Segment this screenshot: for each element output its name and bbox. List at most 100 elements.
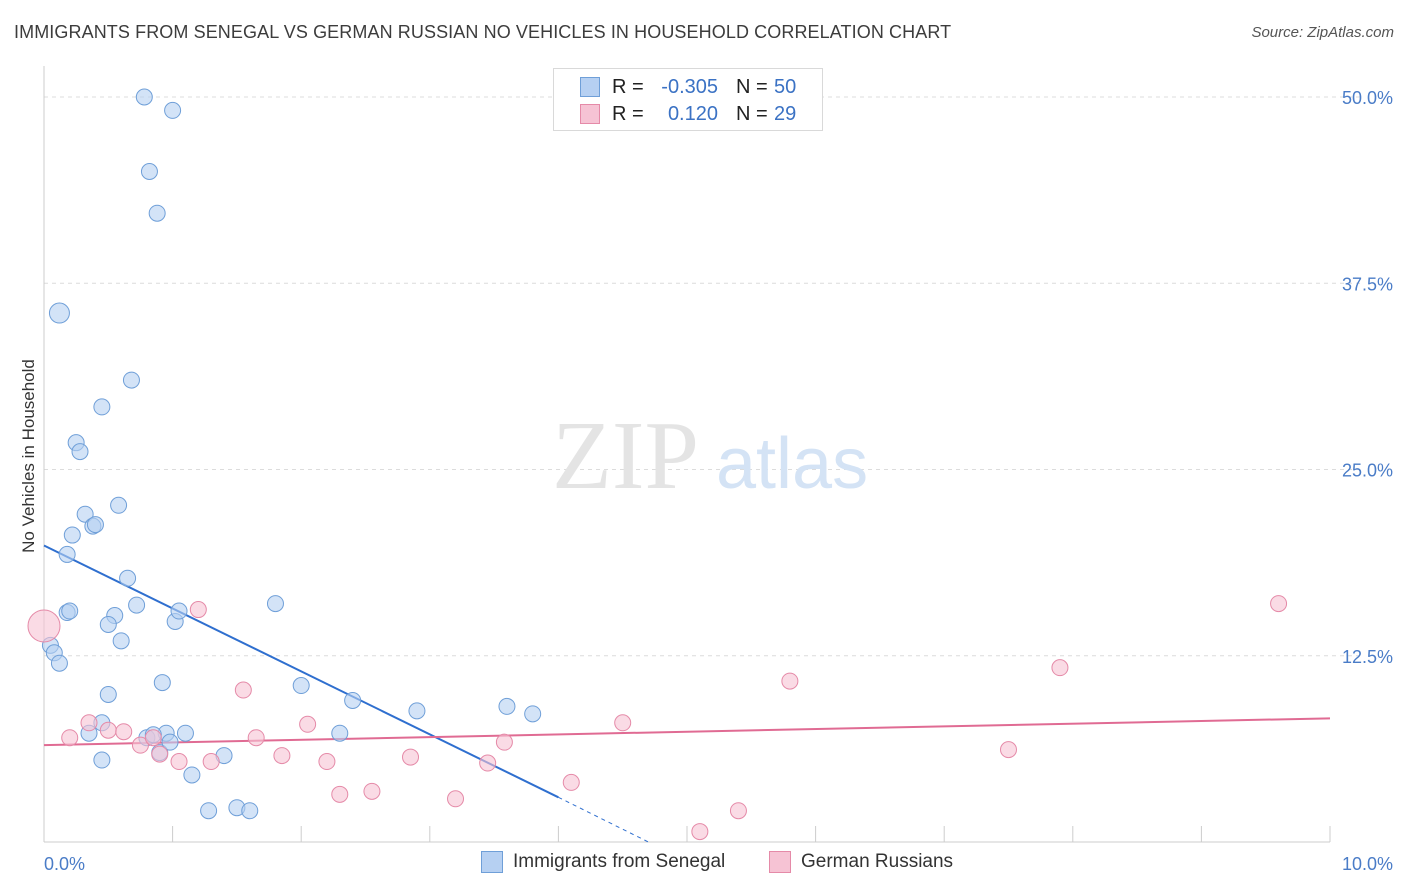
senegal-point <box>331 724 349 742</box>
senegal-point <box>266 595 284 613</box>
senegal-point <box>76 505 94 523</box>
legend-r-value: -0.305 <box>661 75 718 98</box>
german-russian-point <box>131 736 149 754</box>
german-russian-point <box>331 785 349 803</box>
senegal-point <box>408 702 426 720</box>
german-russian-point <box>1051 659 1069 677</box>
series-swatch-pink <box>769 851 791 873</box>
german-russian-point <box>562 773 580 791</box>
senegal-point <box>140 163 158 180</box>
y-tick-label: 37.5% <box>1342 274 1393 294</box>
senegal-point <box>119 569 137 587</box>
german-russian-point <box>495 733 513 751</box>
senegal-trend-extension <box>558 796 649 843</box>
source-note: Source: ZipAtlas.com <box>1251 24 1394 41</box>
legend-row-german-russians: R = 0.120 N = 29 <box>580 102 796 126</box>
senegal-point <box>176 724 194 742</box>
german-russian-point <box>80 714 98 732</box>
senegal-point <box>99 685 117 703</box>
y-axis-label: No Vehicles in Household <box>19 359 38 553</box>
senegal-point <box>63 526 81 544</box>
german-russian-point <box>170 753 188 771</box>
legend-swatch-blue <box>580 77 600 97</box>
senegal-point <box>200 802 218 820</box>
senegal-point <box>292 677 310 695</box>
senegal-point <box>58 545 76 563</box>
series-swatch-blue <box>481 851 503 873</box>
stats-legend: R = -0.305 N = 50 R = 0.120 N = 29 <box>553 68 823 131</box>
legend-n-value: 50 <box>774 75 797 98</box>
y-tick-labels: 12.5% 25.0% 37.5% 50.0% <box>1342 88 1393 667</box>
senegal-point <box>99 615 117 633</box>
german-russian-point <box>99 721 117 739</box>
x-tick-label-min: 0.0% <box>44 854 85 874</box>
senegal-trend-line <box>43 544 559 799</box>
senegal-point <box>61 602 79 620</box>
german-russian-point <box>614 714 632 732</box>
senegal-point <box>344 691 362 709</box>
y-tick-label: 12.5% <box>1342 647 1393 667</box>
gridlines <box>44 96 1360 657</box>
watermark-zip: ZIP <box>552 402 699 510</box>
senegal-point <box>122 371 140 389</box>
senegal-point <box>161 733 179 751</box>
german-russian-point <box>1270 595 1288 613</box>
scatter-points <box>27 88 1288 841</box>
senegal-point <box>498 697 516 715</box>
senegal-point <box>135 88 153 106</box>
series-legend-senegal: Immigrants from Senegal <box>481 851 725 873</box>
german-russian-point <box>691 823 709 841</box>
german-russian-point <box>202 753 220 771</box>
german-russian-point <box>247 729 265 747</box>
legend-r-label: R = <box>612 75 644 98</box>
y-tick-label: 50.0% <box>1342 88 1393 108</box>
german-russian-point <box>447 790 465 808</box>
german-russian-point <box>115 723 133 741</box>
senegal-point <box>170 602 188 620</box>
x-tick-label-max: 10.0% <box>1342 854 1393 874</box>
german-russian-point <box>729 802 747 820</box>
legend-n-value: 29 <box>774 102 797 125</box>
senegal-point <box>148 204 166 222</box>
german-russian-trend-line <box>43 717 1331 747</box>
senegal-point <box>50 654 68 672</box>
y-tick-label: 25.0% <box>1342 461 1393 481</box>
senegal-point <box>48 302 70 324</box>
senegal-point <box>241 802 259 820</box>
legend-n-label: N = <box>736 102 768 125</box>
series-legend-german-russians: German Russians <box>769 851 953 873</box>
chart-title: IMMIGRANTS FROM SENEGAL VS GERMAN RUSSIA… <box>14 22 952 42</box>
watermark-atlas: atlas <box>716 424 868 504</box>
senegal-point <box>164 101 182 119</box>
legend-swatch-pink <box>580 104 600 124</box>
german-russian-point <box>273 747 291 765</box>
german-russian-point <box>781 672 799 690</box>
legend-row-senegal: R = -0.305 N = 50 <box>580 75 796 99</box>
senegal-point <box>524 705 542 723</box>
senegal-point <box>71 443 89 461</box>
german-russian-point <box>189 601 207 619</box>
senegal-point <box>86 516 104 534</box>
legend-r-label: R = <box>612 102 644 125</box>
senegal-point <box>183 766 201 784</box>
senegal-point <box>110 496 128 514</box>
german-russian-point <box>299 715 317 733</box>
german-russian-point <box>363 782 381 800</box>
senegal-point <box>93 751 111 769</box>
german-russian-point <box>1000 741 1017 759</box>
x-tick-labels: 0.0% 10.0% <box>44 854 1393 874</box>
axes <box>43 66 1331 843</box>
german-russian-point <box>318 753 336 771</box>
series-label-german-russians: German Russians <box>801 851 954 872</box>
german-russian-point <box>402 748 420 766</box>
german-russian-point <box>27 609 61 643</box>
german-russian-point <box>234 681 252 699</box>
senegal-point <box>93 398 111 416</box>
series-legend: Immigrants from Senegal German Russians <box>0 851 1406 877</box>
german-russian-point <box>144 729 162 747</box>
legend-n-label: N = <box>736 75 768 98</box>
legend-r-value: 0.120 <box>667 102 718 125</box>
series-label-senegal: Immigrants from Senegal <box>513 851 726 872</box>
senegal-point <box>153 674 171 692</box>
